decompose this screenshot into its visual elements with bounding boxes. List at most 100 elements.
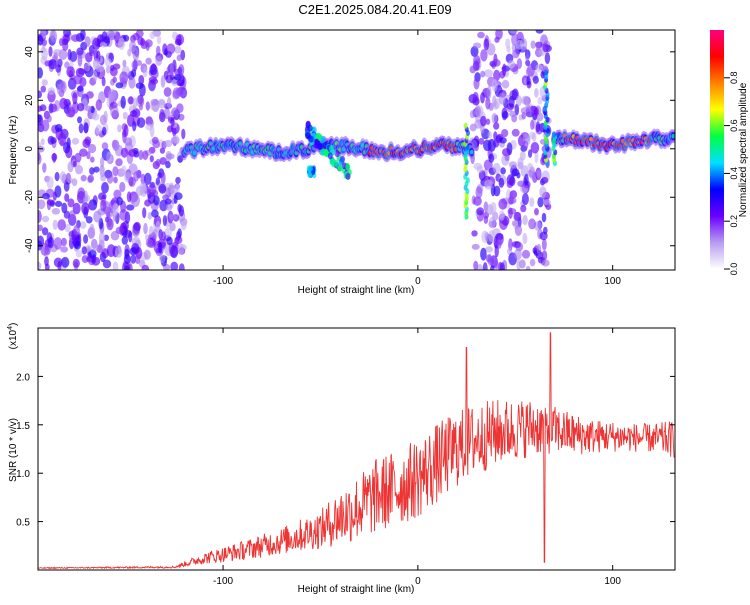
heatmap-cell xyxy=(174,192,183,201)
heatmap-cell xyxy=(74,240,81,250)
heatmap-cell xyxy=(488,153,495,163)
heatmap-cell xyxy=(127,114,135,127)
heatmap-cell xyxy=(129,40,137,53)
heatmap-cell xyxy=(104,57,112,67)
heatmap-cell xyxy=(88,201,95,211)
heatmap-cell xyxy=(136,117,146,128)
heatmap-cell xyxy=(128,176,136,187)
spectrogram-panel: -100 0 100 -40 -20 0 20 40 Height of straight l… xyxy=(8,29,676,296)
heatmap-cell xyxy=(57,219,66,231)
heatmap-cell xyxy=(80,30,86,41)
heatmap-cell xyxy=(50,137,57,144)
heatmap-cell xyxy=(100,156,105,168)
heatmap-cell xyxy=(469,110,476,119)
heatmap-cell xyxy=(139,103,143,111)
colorbar-tick-label: 0.4 xyxy=(729,167,739,180)
heatmap-cell xyxy=(60,246,68,253)
heatmap-cell xyxy=(83,122,89,134)
heatmap-cell xyxy=(522,232,528,245)
heatmap-cell xyxy=(65,109,75,118)
heatmap-cell xyxy=(61,202,68,214)
heatmap-cell xyxy=(516,172,521,179)
heatmap-cell xyxy=(109,101,118,109)
heatmap-cell xyxy=(118,37,126,50)
heatmap-cell xyxy=(42,193,50,200)
heatmap-cell xyxy=(71,34,80,42)
heatmap-cell xyxy=(530,40,536,49)
heatmap-cell xyxy=(119,209,128,221)
heatmap-cell xyxy=(671,134,675,139)
heatmap-cell xyxy=(501,129,509,138)
heatmap-cell xyxy=(509,30,519,34)
heatmap-cell xyxy=(147,212,152,220)
heatmap-cell xyxy=(535,30,544,34)
heatmap-cell xyxy=(122,111,128,120)
heatmap-cell xyxy=(541,212,547,223)
heatmap-cell xyxy=(521,95,529,105)
heatmap-cell xyxy=(76,47,84,56)
snr-ytick-label: 0.5 xyxy=(16,518,30,529)
heatmap-cell xyxy=(53,237,63,250)
heatmap-cell xyxy=(530,142,540,154)
heatmap-cell xyxy=(480,49,488,62)
heatmap-cell xyxy=(498,92,506,105)
heatmap-cell xyxy=(81,255,89,264)
heatmap-cell xyxy=(44,263,50,270)
heatmap-cell xyxy=(72,258,80,268)
heatmap-cell xyxy=(508,207,513,219)
heatmap-cell xyxy=(345,163,351,171)
heatmap-cell xyxy=(48,59,57,70)
heatmap-cell xyxy=(79,148,88,157)
heatmap-cell xyxy=(119,181,126,193)
snr-panel: -100 0 100 0.5 1.0 1.5 2.0 Height of straight … xyxy=(7,323,676,595)
heatmap-cell xyxy=(44,60,49,67)
heatmap-cell xyxy=(476,165,484,173)
snr-frame xyxy=(37,327,676,571)
heatmap-cell xyxy=(484,69,493,78)
heatmap-cell xyxy=(64,61,70,69)
heatmap-cell xyxy=(532,75,539,84)
heatmap-cell xyxy=(128,149,137,157)
heatmap-cell xyxy=(110,230,120,241)
heatmap-cell xyxy=(474,105,484,118)
heatmap-cell xyxy=(109,67,118,77)
heatmap-cell xyxy=(95,124,103,135)
heatmap-cell xyxy=(485,246,494,253)
spectrogram-xlabel: Height of straight line (km) xyxy=(298,285,415,296)
heatmap-cell xyxy=(530,119,535,130)
figure-title: C2E1.2025.084.20.41.E09 xyxy=(298,2,451,17)
heatmap-cell xyxy=(47,236,54,249)
heatmap-cell xyxy=(40,85,46,93)
heatmap-cell xyxy=(473,260,479,270)
heatmap-cell xyxy=(485,96,491,110)
heatmap-cell xyxy=(114,247,123,258)
heatmap-cell xyxy=(106,151,112,164)
heatmap-cell xyxy=(58,132,67,146)
heatmap-cell xyxy=(161,231,166,241)
heatmap-cell xyxy=(480,115,487,127)
heatmap-cell xyxy=(90,156,95,163)
colorbar-tick-label: 0.0 xyxy=(729,263,739,276)
heatmap-cell xyxy=(69,51,78,62)
heatmap-cell xyxy=(166,43,176,55)
colorbar-ticks: 0.0 0.2 0.4 0.6 0.8 xyxy=(724,72,739,276)
heatmap-cell xyxy=(60,237,67,247)
heatmap-cell xyxy=(54,171,60,182)
heatmap-cell xyxy=(502,111,509,119)
heatmap-cell xyxy=(145,41,150,51)
heatmap-cell xyxy=(51,208,61,215)
heatmap-cell xyxy=(525,105,532,117)
heatmap-cell xyxy=(143,249,151,260)
heatmap-cell xyxy=(477,264,483,270)
heatmap-cell xyxy=(475,186,483,199)
heatmap-cell xyxy=(47,87,56,95)
snr-xtick-label: -100 xyxy=(213,576,233,587)
heatmap-cell xyxy=(514,212,521,222)
heatmap-cell xyxy=(101,182,109,194)
heatmap-cell xyxy=(165,160,171,169)
spectrogram-axes: -100 0 100 -40 -20 0 20 40 xyxy=(24,30,675,287)
heatmap-cell xyxy=(493,122,500,130)
heatmap-cell xyxy=(149,31,156,40)
heatmap-cell xyxy=(521,249,531,259)
heatmap-cell xyxy=(91,113,100,121)
